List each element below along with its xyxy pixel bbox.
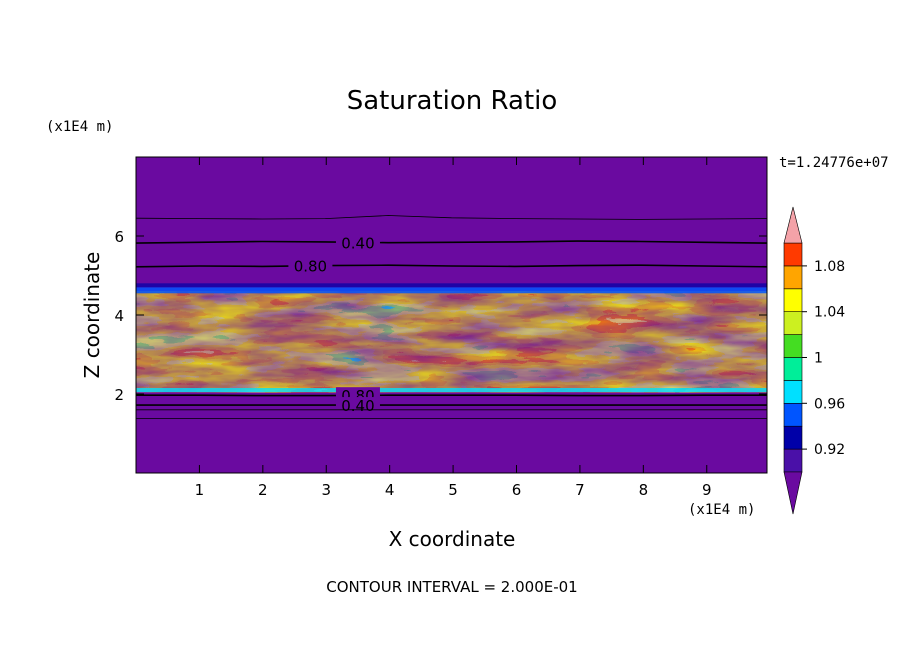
colorbar-segment-8 xyxy=(783,265,803,290)
colorbar: 0.92 0.96 1 1.04 1.08 xyxy=(783,206,845,515)
colorbar-segment-0 xyxy=(783,448,803,473)
contour-label-bg-0 xyxy=(335,234,380,251)
axes: 1 2 3 4 5 6 7 8 9 2 4 6 xyxy=(114,156,768,499)
moist-layer-bottom-edge xyxy=(136,388,767,393)
contour-line-4 xyxy=(136,215,767,220)
contour-label-bg-3 xyxy=(335,397,380,414)
colorbar-under-arrow xyxy=(783,471,803,515)
time-label: t=1.24776e+07 xyxy=(779,155,889,171)
colorbar-segment-3 xyxy=(783,380,803,404)
chart-title: Saturation Ratio xyxy=(346,86,558,116)
moist-layer-top-edge xyxy=(136,287,767,294)
contour-label-3: 0.40 xyxy=(341,397,374,415)
x-tick-label-0: 1 xyxy=(195,481,205,499)
colorbar-segment-2 xyxy=(783,402,803,427)
colorbar-tick-label-1: 0.96 xyxy=(814,396,845,412)
y-tick-label-0: 2 xyxy=(114,386,124,404)
x-tick-label-6: 7 xyxy=(575,481,585,499)
colorbar-tick-label-3: 1.04 xyxy=(814,305,845,321)
y-axis-units: (x1E4 m) xyxy=(46,119,114,135)
plot-fill xyxy=(136,157,767,473)
y-axis-label: Z coordinate xyxy=(80,251,104,379)
x-axis-label: X coordinate xyxy=(388,527,516,551)
moist-layer xyxy=(136,291,767,393)
colorbar-tick-label-0: 0.92 xyxy=(814,442,845,458)
contour-interval-note: CONTOUR INTERVAL = 2.000E-01 xyxy=(326,578,578,596)
x-tick-label-2: 3 xyxy=(321,481,331,499)
contour-lines: 0.400.800.800.40 xyxy=(136,215,767,419)
colorbar-segment-9 xyxy=(783,242,803,267)
moist-layer-top-fringe xyxy=(136,283,767,288)
colorbar-segment-7 xyxy=(783,288,803,312)
contour-group: 0.400.800.800.40 xyxy=(136,215,767,419)
x-tick-label-3: 4 xyxy=(385,481,395,499)
contour-line-1 xyxy=(136,264,767,268)
x-tick-label-7: 8 xyxy=(639,481,649,499)
colorbar-segment-1 xyxy=(783,425,803,450)
colorbar-tick-label-4: 1.08 xyxy=(814,259,845,275)
x-tick-label-8: 9 xyxy=(702,481,712,499)
colorbar-over-arrow xyxy=(783,206,803,244)
colorbar-segment-5 xyxy=(783,334,803,358)
colorbar-tick-label-2: 1 xyxy=(814,351,823,367)
colorbar-segment-6 xyxy=(783,311,803,335)
y-tick-label-1: 4 xyxy=(114,307,124,325)
x-tick-label-4: 5 xyxy=(448,481,458,499)
contour-label-1: 0.80 xyxy=(294,258,327,276)
contour-line-0 xyxy=(136,240,767,244)
x-tick-label-1: 2 xyxy=(258,481,268,499)
plot-area xyxy=(136,157,767,473)
y-tick-label-2: 6 xyxy=(114,228,124,246)
x-tick-label-5: 6 xyxy=(512,481,522,499)
colorbar-segment-4 xyxy=(783,357,803,381)
contour-label-0: 0.40 xyxy=(341,235,374,253)
contour-label-bg-1 xyxy=(288,257,333,274)
x-axis-units: (x1E4 m) xyxy=(688,502,756,518)
